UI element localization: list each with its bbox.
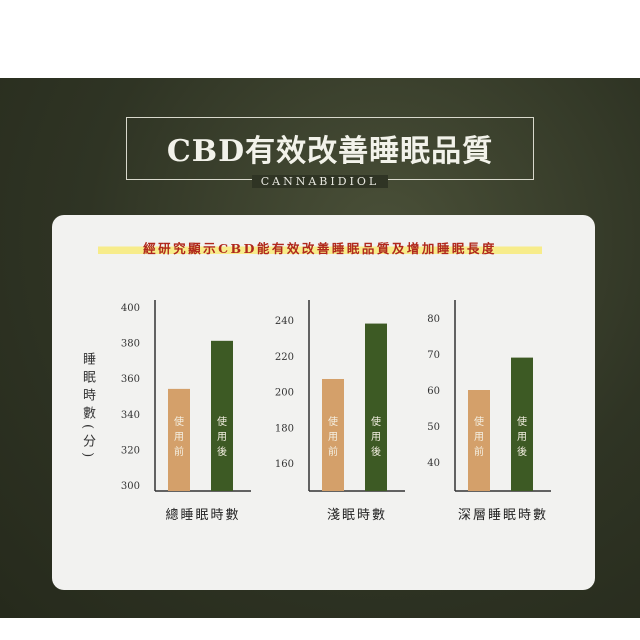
subtitle: CANNABIDIOL (252, 175, 388, 188)
tick-label: 320 (121, 445, 140, 456)
y-axis-label: 睡眠時數(分) (80, 352, 95, 463)
bar-after (211, 340, 233, 491)
tick-label: 180 (275, 423, 294, 434)
title-frame: CBD有效改善睡眠品質 (126, 117, 534, 180)
bar-label: 用 (174, 432, 184, 443)
bar-label: 使 (217, 415, 227, 428)
bar-label: 用 (328, 432, 338, 443)
tick-label: 220 (275, 352, 294, 363)
chart-title: 淺眠時數 (327, 508, 387, 523)
bar-before (322, 378, 344, 491)
bar-label: 前 (174, 445, 184, 458)
tick-label: 40 (427, 458, 440, 469)
tick-label: 360 (121, 374, 140, 385)
bar-after (511, 357, 533, 491)
bar-label: 用 (371, 432, 381, 443)
bar-label: 使 (174, 415, 184, 428)
bar-label: 使 (328, 415, 338, 428)
page-title: CBD有效改善睡眠品質 (166, 134, 494, 169)
bar-after (365, 323, 387, 491)
bar-label: 使 (474, 415, 484, 428)
bar-before (468, 390, 490, 491)
tick-label: 160 (275, 459, 294, 470)
bar-label: 使 (371, 415, 381, 428)
tick-label: 340 (121, 410, 140, 421)
bar-label: 用 (217, 432, 227, 443)
chart-title: 深層睡眠時數 (458, 508, 548, 523)
chart-title: 總睡眠時數 (165, 507, 240, 523)
tick-label: 240 (275, 316, 294, 327)
tick-label: 380 (121, 339, 140, 350)
bar-before (168, 388, 190, 491)
bar-label: 前 (474, 445, 484, 458)
bar-label: 前 (328, 445, 338, 458)
bar-label: 後 (517, 445, 527, 458)
bar-label: 後 (371, 445, 381, 458)
tick-label: 300 (121, 481, 140, 492)
bar-label: 用 (517, 432, 527, 443)
bar-label: 用 (474, 432, 484, 443)
tick-label: 400 (121, 303, 140, 314)
tick-label: 50 (427, 422, 440, 433)
bar-label: 後 (217, 445, 227, 458)
tick-label: 80 (427, 314, 440, 325)
tick-label: 70 (427, 350, 440, 361)
tick-label: 60 (427, 386, 440, 397)
bar-label: 使 (517, 415, 527, 428)
headline: 經研究顯示CBD能有效改善睡眠品質及增加睡眠長度 (98, 238, 542, 257)
tick-label: 200 (275, 388, 294, 399)
